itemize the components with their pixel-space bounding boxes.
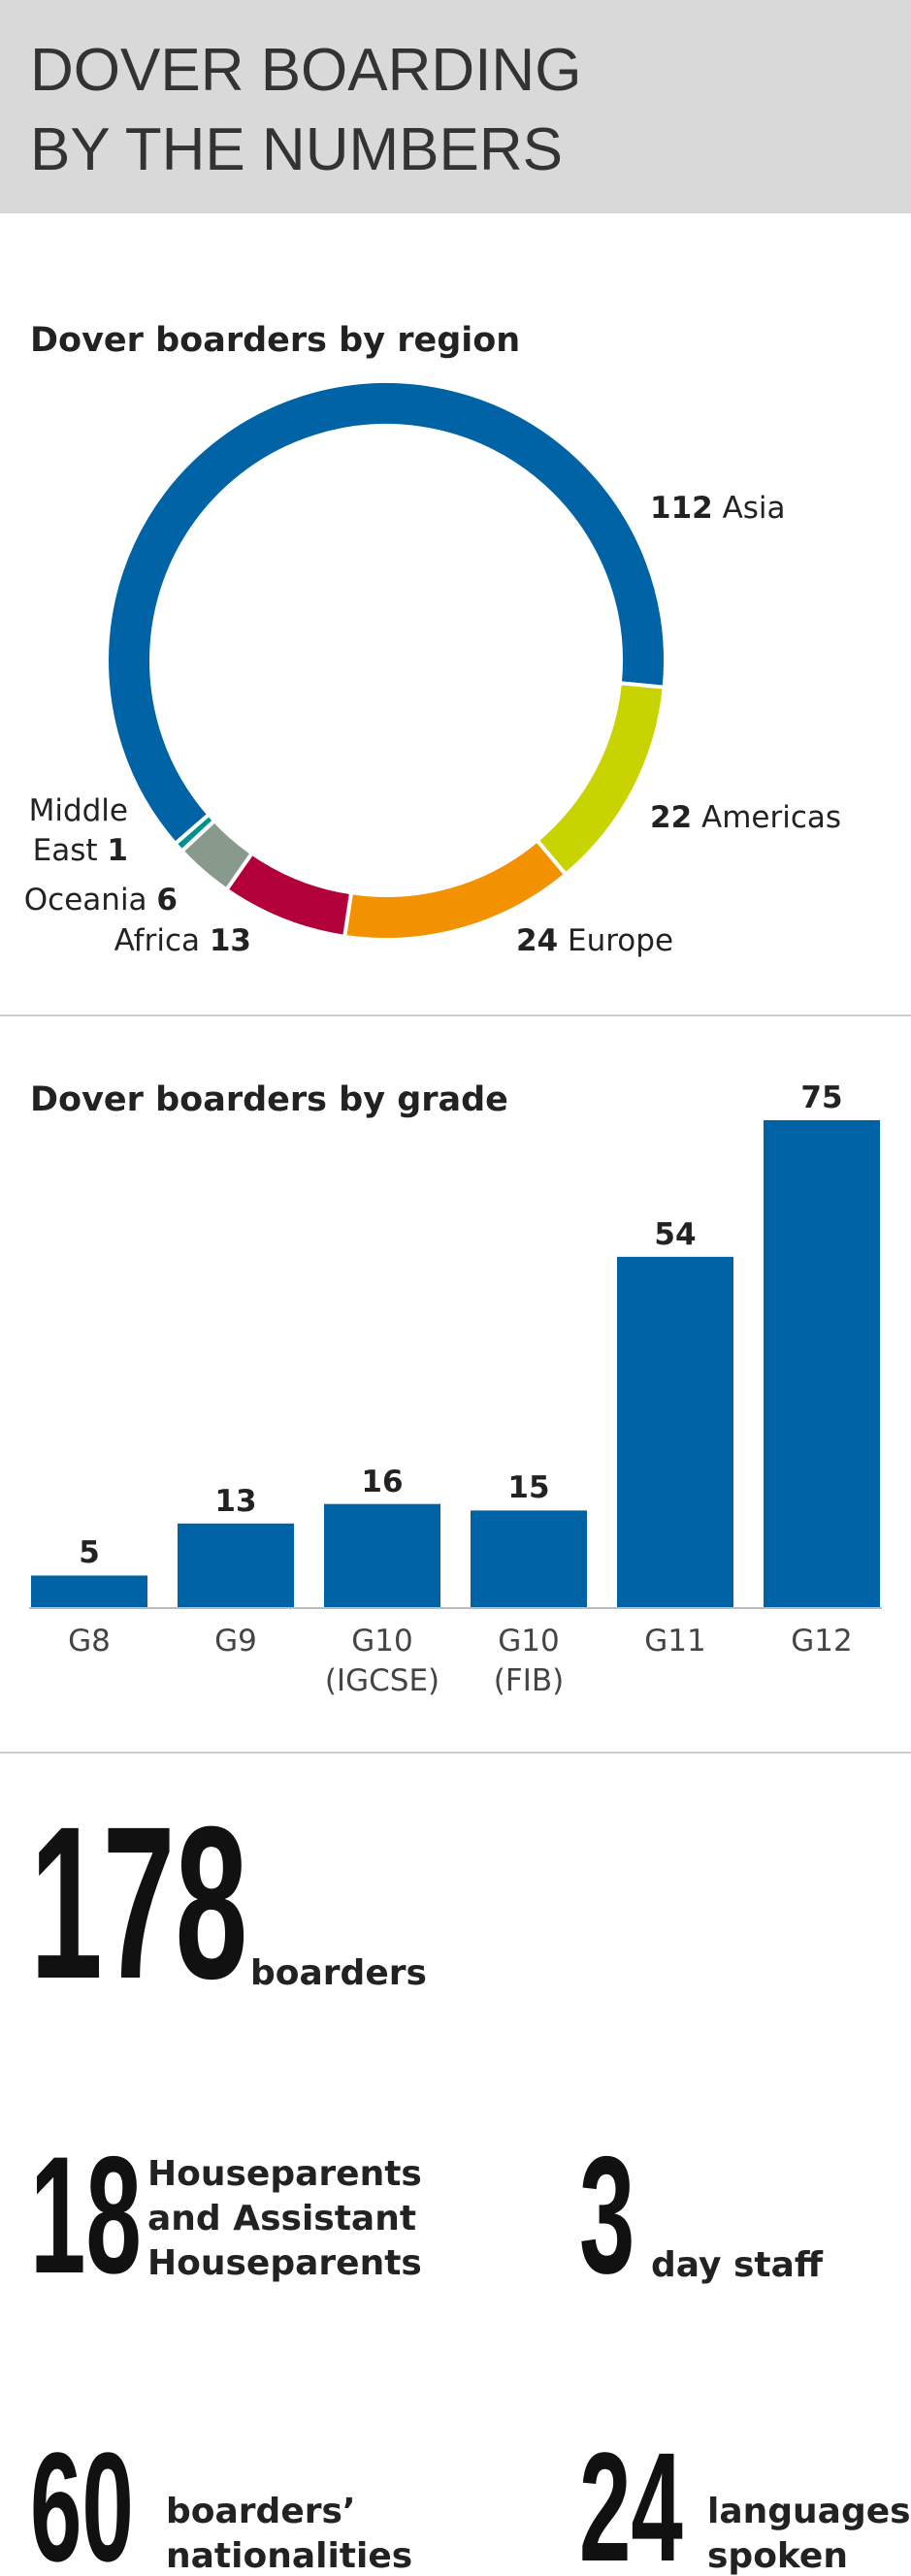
category-label: Oceania: [23, 883, 147, 918]
donut-segment: [105, 379, 667, 847]
value-label: 1: [107, 833, 128, 868]
value-label: 112: [650, 491, 713, 526]
donut-segment: [172, 811, 217, 854]
data-label: 24 Europe: [516, 921, 673, 961]
value-label: 75: [800, 1080, 843, 1115]
stat-number: 178: [30, 1782, 248, 2024]
bar: [31, 1575, 147, 1608]
category-label: Africa: [114, 923, 200, 958]
value-label: 24: [516, 923, 559, 958]
title: DOVER BOARDING: [30, 37, 582, 104]
divider: [0, 1014, 911, 1016]
data-label: 22 Americas: [650, 798, 841, 838]
stat-number: 60: [30, 2420, 134, 2576]
value-label: 22: [650, 800, 693, 835]
category-label: Middle East: [28, 793, 128, 868]
x-tick-label: G12: [791, 1624, 853, 1658]
x-tick-label: G9: [214, 1624, 257, 1658]
x-tick-label: G8: [68, 1624, 111, 1658]
value-label: 6: [156, 883, 178, 918]
stat-label: languages spoken: [707, 2492, 911, 2576]
bar: [178, 1523, 294, 1608]
stat-label: boarders: [250, 1953, 427, 1993]
stat-number: 18: [30, 2122, 142, 2308]
stat-label: boarders’ nationalities: [166, 2492, 413, 2576]
bar: [324, 1503, 440, 1608]
stat-number: 3: [579, 2122, 635, 2308]
category-label: Americas: [701, 800, 842, 835]
charts: [29, 379, 882, 1609]
x-tick-label: G10 (FIB): [493, 1624, 565, 1698]
bar: [471, 1510, 587, 1608]
chart-title: Dover boarders by grade: [30, 1080, 508, 1119]
chart-title: Dover boarders by region: [30, 321, 521, 360]
stat-label: day staff: [651, 2245, 824, 2285]
donut-segment: [534, 681, 667, 878]
data-label: Africa 13: [114, 921, 251, 961]
data-label: Middle East 1: [12, 791, 128, 871]
category-label: Asia: [722, 491, 786, 526]
stat-label: Houseparents and Assistant Houseparents: [147, 2154, 422, 2283]
category-label: Europe: [568, 923, 674, 958]
value-label: 5: [79, 1535, 100, 1571]
x-tick-label: G10 (IGCSE): [324, 1624, 440, 1698]
x-tick-label: G11: [644, 1624, 706, 1658]
header: DOVER BOARDING BY THE NUMBERS: [0, 0, 911, 213]
title: BY THE NUMBERS: [30, 116, 563, 183]
value-label: 13: [214, 1483, 257, 1519]
value-label: 13: [209, 923, 251, 958]
data-label: Oceania 6: [24, 881, 178, 920]
divider: [0, 1752, 911, 1754]
value-label: 16: [361, 1464, 404, 1499]
value-label: 54: [654, 1216, 697, 1252]
stat-number: 24: [579, 2420, 683, 2576]
bar: [617, 1256, 733, 1608]
value-label: 15: [507, 1470, 550, 1506]
bar: [764, 1120, 880, 1608]
data-label: 112 Asia: [650, 489, 786, 529]
